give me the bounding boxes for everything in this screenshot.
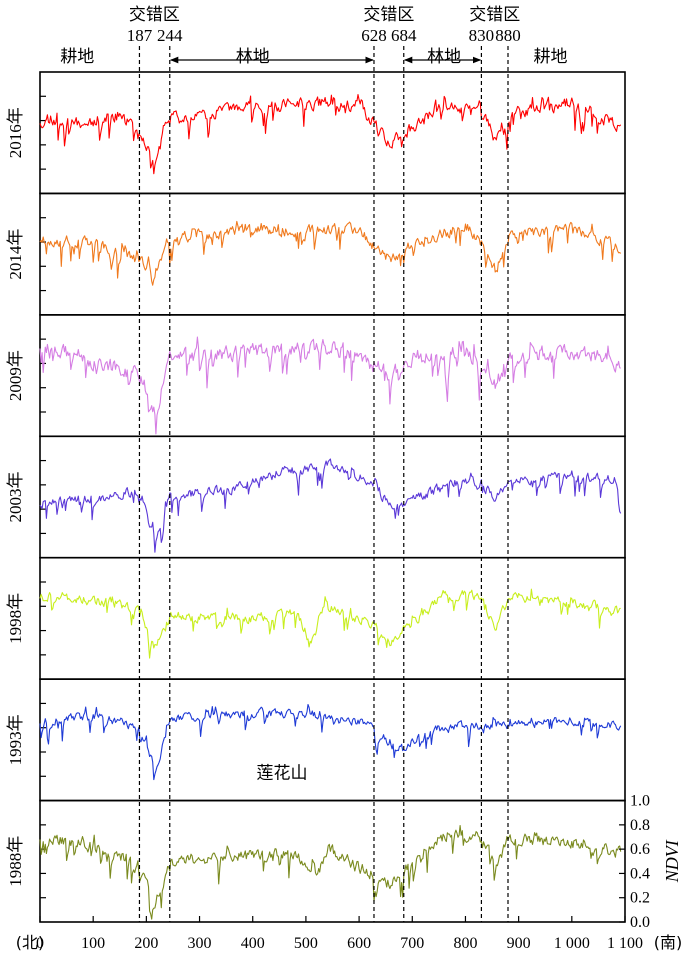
x-tick-label: 400 bbox=[241, 935, 265, 952]
x-tick-label: 1 000 bbox=[554, 935, 590, 952]
ndvi-tick-label: 0.8 bbox=[630, 817, 650, 834]
panel-frame bbox=[39, 435, 626, 559]
zone-label: 交错区 bbox=[469, 5, 520, 25]
panel-1988年: 1988年 bbox=[6, 799, 626, 923]
series-line-1998年 bbox=[39, 588, 621, 659]
panel-year-label: 2014年 bbox=[6, 229, 25, 280]
zone-label: 交错区 bbox=[363, 5, 414, 25]
annotation-lianhuashan: 莲花山 bbox=[257, 764, 308, 784]
x-tick-label: 200 bbox=[134, 935, 158, 952]
x-axis-north-label: (北) bbox=[16, 933, 45, 952]
series-line-2016年 bbox=[39, 94, 622, 175]
ndvi-tick-label: 0.4 bbox=[630, 865, 650, 882]
x-axis-south-label: (南) bbox=[654, 933, 683, 952]
boundary-lines-layer bbox=[138, 46, 509, 922]
boundary-value-label: 880 bbox=[495, 26, 521, 45]
panel-2014年: 2014年 bbox=[6, 192, 626, 316]
series-line-2003年 bbox=[39, 458, 622, 553]
ndvi-tick-label: 0.0 bbox=[630, 914, 650, 931]
boundary-value-label: 244 bbox=[157, 26, 183, 45]
panel-year-label: 1998年 bbox=[6, 593, 25, 644]
panel-year-label: 1993年 bbox=[6, 714, 25, 765]
x-tick-label: 500 bbox=[294, 935, 318, 952]
land-use-label: 耕地 bbox=[534, 47, 568, 67]
x-tick-label: 700 bbox=[400, 935, 424, 952]
boundary-value-label: 684 bbox=[391, 26, 417, 45]
panel-1998年: 1998年 bbox=[6, 556, 626, 680]
boundary-value-label: 628 bbox=[361, 26, 387, 45]
series-line-1988年 bbox=[39, 824, 622, 920]
land-use-label: 林地 bbox=[236, 47, 270, 67]
x-tick-label: 100 bbox=[81, 935, 105, 952]
ndvi-tick-label: 1.0 bbox=[630, 793, 650, 810]
x-tick-label: 800 bbox=[453, 935, 477, 952]
panel-year-label: 2016年 bbox=[6, 107, 25, 158]
panel-year-label: 1988年 bbox=[6, 836, 25, 887]
panels-layer: 2016年 2014年 2009年 2003年 1998年 1993年 1988年 莲花山 bbox=[6, 71, 626, 923]
x-tick-label: 1 100 bbox=[607, 935, 643, 952]
land-use-label: 林地 bbox=[427, 47, 461, 67]
boundary-value-label: 187 bbox=[127, 26, 153, 45]
panel-frame bbox=[39, 556, 626, 680]
panel-2003年: 2003年 bbox=[6, 435, 626, 559]
panel-frame bbox=[39, 678, 626, 802]
ndvi-tick-label: 0.2 bbox=[630, 890, 650, 907]
series-line-2009年 bbox=[39, 336, 621, 435]
panel-year-label: 2009年 bbox=[6, 350, 25, 401]
panel-frame bbox=[39, 71, 626, 195]
x-tick-label: 600 bbox=[347, 935, 371, 952]
panel-year-label: 2003年 bbox=[6, 472, 25, 523]
land-use-label: 耕地 bbox=[60, 47, 94, 67]
x-axis-layer: 0 100 200 300 400 500 600 700 800 900 1 000 1 100 (北… bbox=[16, 916, 683, 952]
x-tick-label: 0 bbox=[36, 935, 44, 952]
panel-1993年: 1993年 bbox=[6, 678, 626, 802]
panel-2016年: 2016年 bbox=[6, 71, 626, 195]
series-line-2014年 bbox=[39, 220, 622, 286]
zone-label: 交错区 bbox=[129, 5, 180, 25]
ndvi-axis-title: NDVI bbox=[662, 839, 682, 883]
ndvi-axis-layer: 0.0 0.2 0.4 0.6 0.8 1.0 NDVI bbox=[619, 793, 682, 931]
ndvi-tick-label: 0.6 bbox=[630, 841, 650, 858]
series-line-1993年 bbox=[39, 703, 622, 781]
x-tick-label: 900 bbox=[507, 935, 531, 952]
x-tick-label: 300 bbox=[188, 935, 212, 952]
boundary-value-label: 830 bbox=[469, 26, 495, 45]
panel-frame bbox=[39, 799, 626, 923]
panel-2009年: 2009年 bbox=[6, 314, 626, 438]
